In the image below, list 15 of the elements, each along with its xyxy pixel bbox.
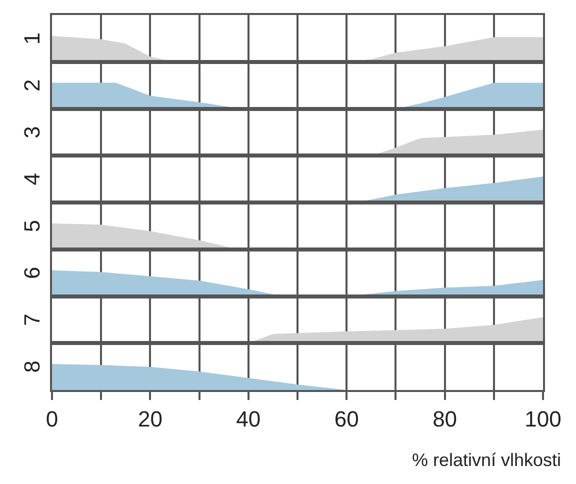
- y-axis-title: 8: [19, 360, 44, 373]
- y-axis-title: 4: [19, 172, 44, 186]
- y-axis-title: 5: [19, 220, 44, 232]
- y-axis-title: 2: [19, 79, 44, 92]
- x-tick-label: 40: [236, 406, 261, 432]
- x-tick-label: 100: [524, 406, 562, 432]
- x-tick-label: 0: [46, 406, 58, 432]
- y-axis-title: 3: [19, 126, 44, 138]
- x-tick-label: 20: [138, 406, 162, 432]
- y-axis-title: 1: [19, 32, 44, 45]
- y-axis-title: 6: [19, 266, 44, 279]
- x-axis-title: % relativní vlhkosti: [412, 450, 562, 470]
- x-tick-label: 80: [432, 406, 458, 432]
- x-tick-label: 60: [334, 406, 359, 432]
- y-axis-title: 7: [19, 314, 44, 326]
